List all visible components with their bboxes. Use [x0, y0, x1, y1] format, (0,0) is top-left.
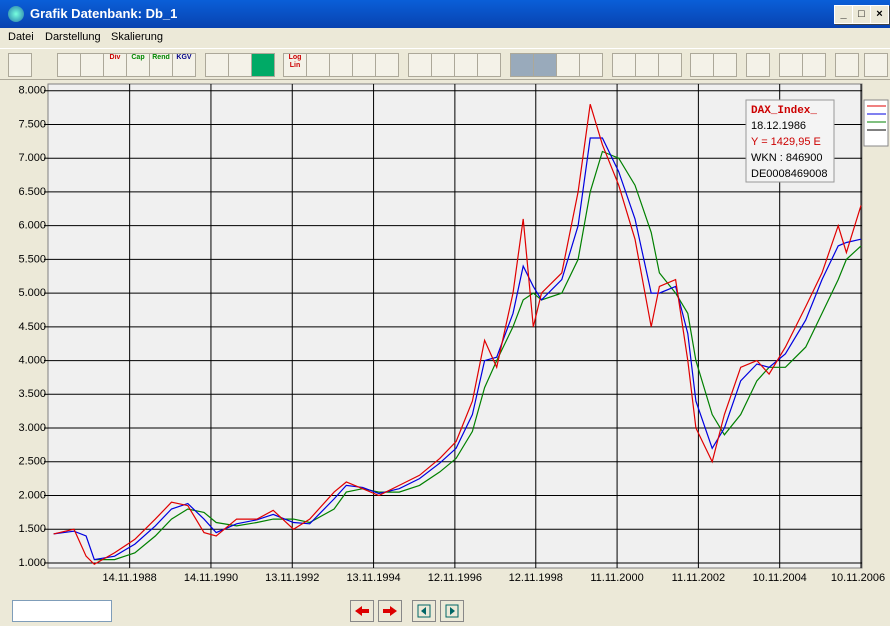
tool-button[interactable] — [779, 53, 803, 77]
y-tick-label: 4.500 — [18, 321, 46, 333]
legend-box — [863, 99, 889, 147]
y-tick-label: 2.500 — [18, 456, 46, 468]
tool-button[interactable] — [864, 53, 888, 77]
title-bar: Grafik Datenbank: Db_1 _ □ × — [0, 0, 890, 28]
tooltip-box — [745, 99, 835, 183]
y-tick-label: 5.500 — [18, 253, 46, 265]
x-tick-label: 12.11.1996 — [428, 572, 482, 584]
series-line — [53, 104, 862, 566]
tool-button[interactable] — [533, 53, 557, 77]
tool-button[interactable] — [8, 53, 32, 77]
x-tick-label: 11.11.2002 — [672, 572, 725, 584]
y-tick-label: 6.500 — [18, 186, 46, 198]
nav-button[interactable] — [412, 600, 436, 622]
x-tick-label: 14.11.1988 — [103, 572, 157, 584]
menu-bar: Datei Darstellung Skalierung — [0, 28, 890, 46]
tooltip-isin: DE0008469008 — [751, 168, 827, 180]
y-tick-label: 3.500 — [18, 388, 46, 400]
x-tick-label: 13.11.1992 — [265, 572, 319, 584]
tool-button[interactable]: Rend — [149, 53, 173, 77]
tool-button[interactable] — [375, 53, 399, 77]
nav-button[interactable] — [350, 600, 374, 622]
app-icon — [8, 6, 24, 22]
series-line — [94, 150, 862, 561]
tool-button[interactable] — [635, 53, 659, 77]
y-tick-label: 8.000 — [18, 85, 46, 97]
maximize-button[interactable]: □ — [852, 5, 871, 24]
x-tick-label: 11.11.2000 — [590, 572, 643, 584]
tool-button[interactable] — [431, 53, 455, 77]
tool-button[interactable] — [329, 53, 353, 77]
tool-button[interactable] — [228, 53, 252, 77]
minimize-button[interactable]: _ — [834, 5, 853, 24]
tool-button[interactable] — [454, 53, 478, 77]
tool-button[interactable]: KGV — [172, 53, 196, 77]
y-tick-label: 7.000 — [18, 152, 46, 164]
y-tick-label: 6.000 — [18, 220, 46, 232]
tool-button[interactable] — [57, 53, 81, 77]
chart: 1.000 1.500 2.000 2.500 3.000 3.500 4.000 4.500… — [18, 83, 889, 584]
tool-button[interactable] — [802, 53, 826, 77]
x-tick-label: 10.11.2004 — [753, 572, 807, 584]
legend — [863, 99, 889, 147]
nav-button[interactable] — [378, 600, 402, 622]
tool-button[interactable] — [510, 53, 534, 77]
tool-button[interactable] — [579, 53, 603, 77]
tool-button[interactable]: Log Lin — [283, 53, 307, 77]
toolbar: Div Cap Rend KGV Log Lin — [0, 48, 890, 80]
series-line — [53, 137, 862, 561]
tool-button[interactable] — [835, 53, 859, 77]
tooltip-y: Y = 1429,95 E — [751, 136, 821, 148]
tool-button[interactable] — [80, 53, 104, 77]
tool-button[interactable] — [352, 53, 376, 77]
tool-button[interactable]: Div — [103, 53, 127, 77]
y-tick-label: 3.000 — [18, 422, 46, 434]
window-title: Grafik Datenbank: Db_1 — [30, 6, 178, 21]
tool-button[interactable] — [746, 53, 770, 77]
tool-button[interactable] — [713, 53, 737, 77]
x-tick-label: 13.11.1994 — [346, 572, 400, 584]
close-button[interactable]: × — [870, 5, 889, 24]
menu-item[interactable]: Darstellung — [45, 31, 101, 43]
x-tick-label: 12.11.1998 — [509, 572, 563, 584]
y-tick-label: 1.500 — [18, 523, 46, 535]
nav-button[interactable] — [440, 600, 464, 622]
y-tick-label: 2.000 — [18, 489, 46, 501]
y-tick-label: 1.000 — [18, 557, 46, 569]
y-tick-label: 7.500 — [18, 118, 46, 130]
tool-button[interactable] — [251, 53, 275, 77]
status-field[interactable] — [12, 600, 112, 622]
menu-item[interactable]: Skalierung — [111, 31, 163, 43]
x-tick-label: 14.11.1990 — [184, 572, 238, 584]
tool-button[interactable] — [306, 53, 330, 77]
tooltip-wkn: WKN : 846900 — [751, 152, 823, 164]
tool-button[interactable]: Cap — [126, 53, 150, 77]
tooltip: DAX_Index_ 18.12.1986 Y = 1429,95 E WKN : 8… — [745, 99, 835, 183]
y-tick-label: 4.000 — [18, 354, 46, 366]
tool-button[interactable] — [205, 53, 229, 77]
tool-button[interactable] — [658, 53, 682, 77]
tool-button[interactable] — [477, 53, 501, 77]
tool-button[interactable] — [690, 53, 714, 77]
tool-button[interactable] — [556, 53, 580, 77]
x-tick-label: 10.11.2006 — [831, 572, 885, 584]
tool-button[interactable] — [612, 53, 636, 77]
menu-item[interactable]: Datei — [8, 31, 34, 43]
tooltip-name: DAX_Index_ — [751, 105, 817, 117]
tool-button[interactable] — [408, 53, 432, 77]
y-tick-label: 5.000 — [18, 287, 46, 299]
tooltip-date: 18.12.1986 — [751, 120, 806, 132]
